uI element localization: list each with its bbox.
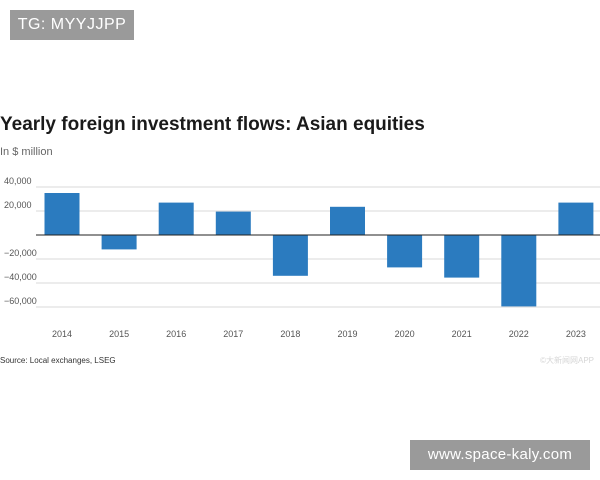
y-tick-labels: 40,000 20,000 −20,000 −40,000 −60,000 [4,176,37,306]
x-tick-label: 2016 [166,329,186,339]
watermark-bottom: www.space-kaly.com [410,440,590,470]
bar-2017 [215,211,251,235]
bar-2023 [558,202,594,235]
bar-2019 [330,206,365,235]
bar-2018 [272,235,308,276]
bar-2020 [387,235,423,268]
x-tick-label: 2022 [509,329,529,339]
bar-2021 [444,235,480,278]
x-tick-label: 2018 [280,329,300,339]
watermark-top: TG: MYYJJPP [10,10,134,40]
x-tick-label: 2020 [395,329,415,339]
y-tick-label: −60,000 [4,296,37,306]
x-tick-label: 2015 [109,329,129,339]
x-tick-label: 2017 [223,329,243,339]
x-tick-label: 2023 [566,329,586,339]
x-tick-label: 2019 [337,329,357,339]
x-tick-label: 2021 [452,329,472,339]
bar-2014 [44,193,80,235]
bar-2022 [501,235,537,307]
chart-subtitle: In $ million [0,146,53,158]
faint-logo-watermark: ©大新闻网APP [540,356,594,365]
chart-title: Yearly foreign investment flows: Asian e… [0,114,425,135]
y-tick-label: 40,000 [4,176,32,186]
source-note: Source: Local exchanges, LSEG [0,356,116,365]
x-tick-label: 2014 [52,329,72,339]
y-tick-label: 20,000 [4,200,32,210]
x-tick-labels: 2014 2015 2016 2017 2018 2019 2020 2021 2022 2023 [52,329,586,339]
bar-2016 [158,202,194,235]
y-tick-label: −40,000 [4,272,37,282]
bars-layer [44,193,594,307]
y-tick-label: −20,000 [4,248,37,258]
bar-2015 [101,235,137,250]
